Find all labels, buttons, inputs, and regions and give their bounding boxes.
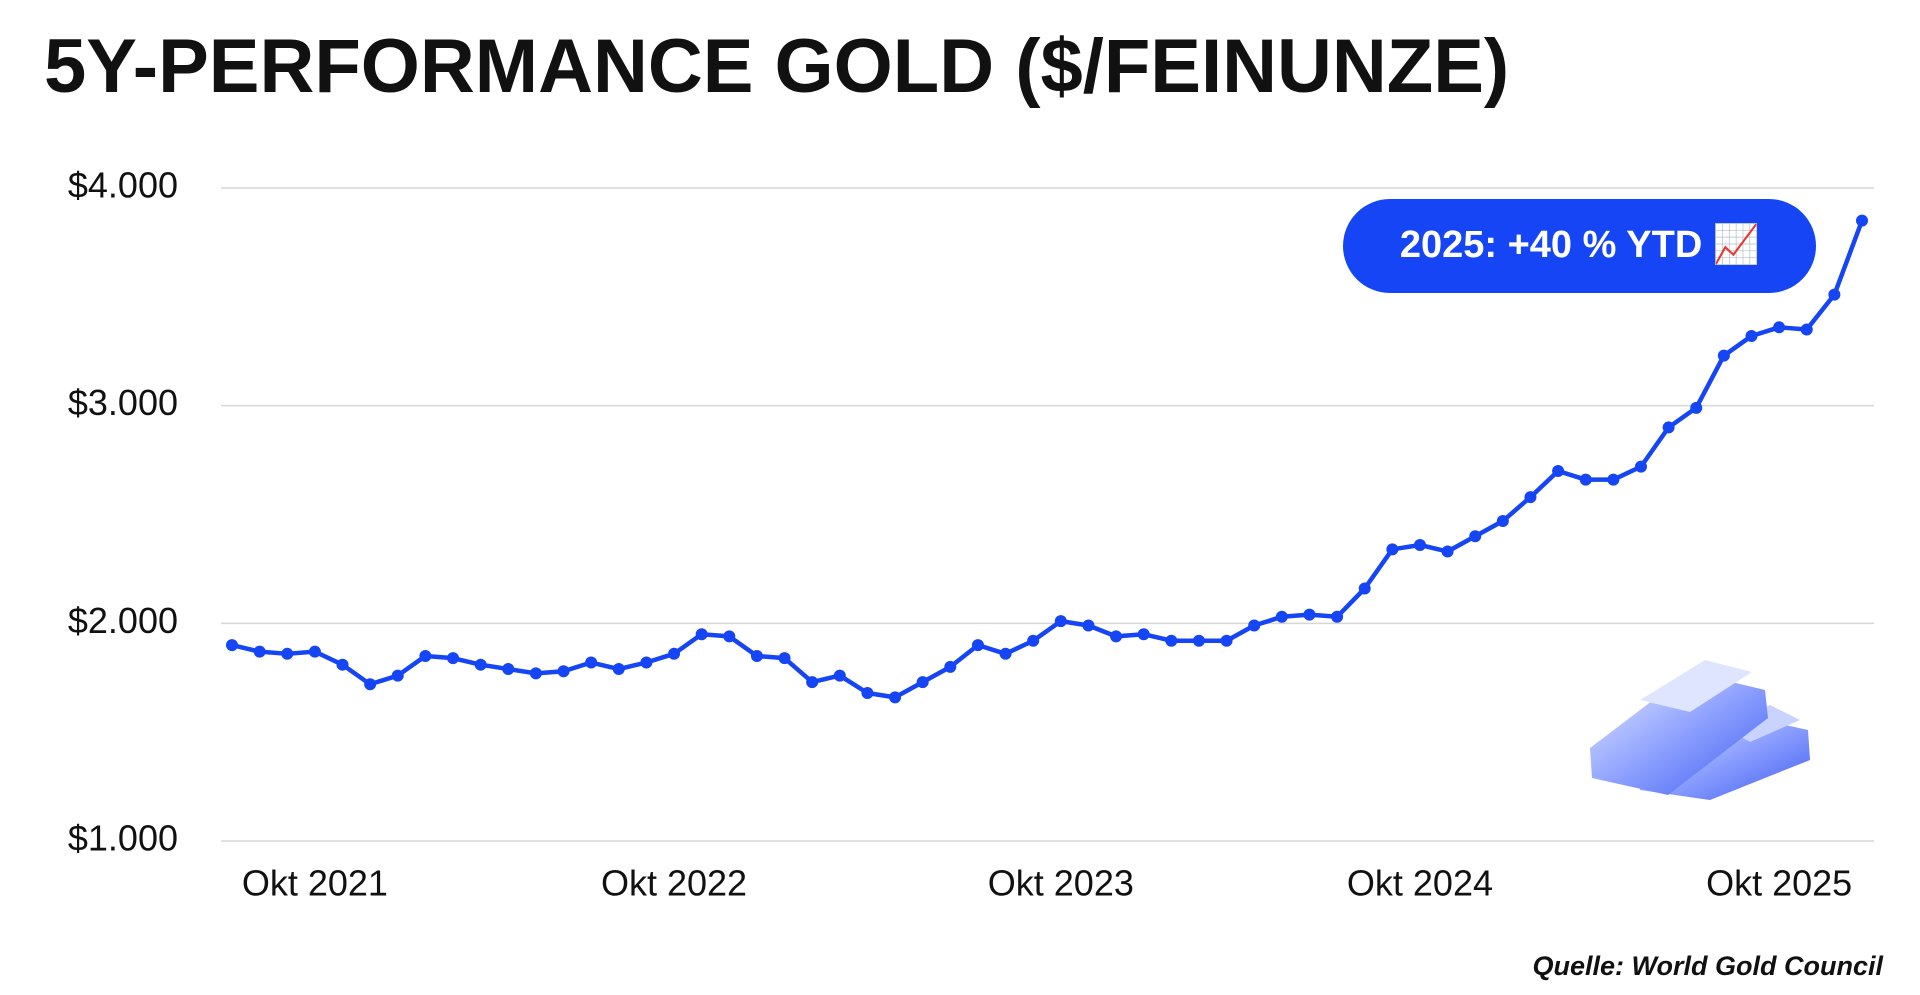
y-tick-label: $1.000 — [68, 818, 178, 859]
point — [1054, 615, 1067, 628]
point — [557, 665, 570, 678]
point — [1110, 630, 1123, 643]
chart-title: 5Y-PERFORMANCE GOLD ($/FEINUNZE) — [44, 24, 1509, 109]
y-tick-label: $2.000 — [68, 600, 178, 641]
point — [502, 663, 515, 676]
point — [1579, 473, 1592, 486]
x-tick-label: Okt 2021 — [242, 863, 388, 904]
point — [281, 647, 294, 660]
point — [1690, 401, 1703, 414]
x-tick-label: Okt 2025 — [1706, 863, 1852, 904]
point — [723, 630, 736, 643]
point — [474, 658, 487, 671]
point — [1331, 610, 1344, 623]
y-tick-label: $4.000 — [68, 165, 178, 206]
point — [695, 628, 708, 641]
point — [668, 647, 681, 660]
point — [750, 649, 763, 662]
point — [1413, 538, 1426, 551]
point — [1192, 634, 1205, 647]
point — [253, 645, 266, 658]
annotation-badge — [1343, 199, 1816, 293]
point — [1165, 634, 1178, 647]
x-tick-label: Okt 2022 — [601, 863, 747, 904]
point — [1082, 619, 1095, 632]
point — [364, 678, 377, 691]
point — [1358, 582, 1371, 595]
point — [1137, 628, 1150, 641]
point — [778, 652, 791, 665]
point — [833, 669, 846, 682]
point — [1662, 421, 1675, 434]
point — [944, 660, 957, 673]
point — [999, 647, 1012, 660]
point — [889, 691, 902, 704]
point — [1717, 349, 1730, 362]
point — [308, 645, 321, 658]
point — [1773, 321, 1786, 334]
y-tick-label: $3.000 — [68, 382, 178, 423]
point — [1275, 610, 1288, 623]
point — [1248, 619, 1261, 632]
point — [861, 686, 874, 699]
x-tick-label: Okt 2023 — [988, 863, 1134, 904]
point — [1441, 545, 1454, 558]
point — [1303, 608, 1316, 621]
point — [447, 652, 460, 665]
plot: $1.000 $2.000 $3.000 $4.000 Okt 2021 Okt 2022… — [68, 165, 1874, 904]
point — [336, 658, 349, 671]
annotation: 2025: +40 % YTD 📈 — [1400, 222, 1760, 266]
point — [391, 669, 404, 682]
point — [916, 676, 929, 689]
point — [1469, 530, 1482, 543]
point — [1386, 543, 1399, 556]
point — [1607, 473, 1620, 486]
point — [806, 676, 819, 689]
x-tick-label: Okt 2024 — [1347, 863, 1493, 904]
point — [585, 656, 598, 669]
point — [1634, 460, 1647, 473]
gold-bars-icon — [1590, 660, 1810, 800]
point — [1800, 323, 1813, 336]
point — [1220, 634, 1233, 647]
source: Quelle: World Gold Council — [1533, 951, 1884, 981]
point — [612, 663, 625, 676]
point — [1496, 515, 1509, 528]
point — [419, 649, 432, 662]
point — [1856, 214, 1868, 227]
point — [640, 656, 653, 669]
point — [226, 639, 238, 652]
point — [529, 667, 542, 680]
point — [1552, 464, 1565, 477]
point — [1745, 330, 1758, 343]
point — [1828, 288, 1841, 301]
point — [1524, 491, 1537, 504]
point — [971, 639, 984, 652]
point — [1027, 634, 1040, 647]
